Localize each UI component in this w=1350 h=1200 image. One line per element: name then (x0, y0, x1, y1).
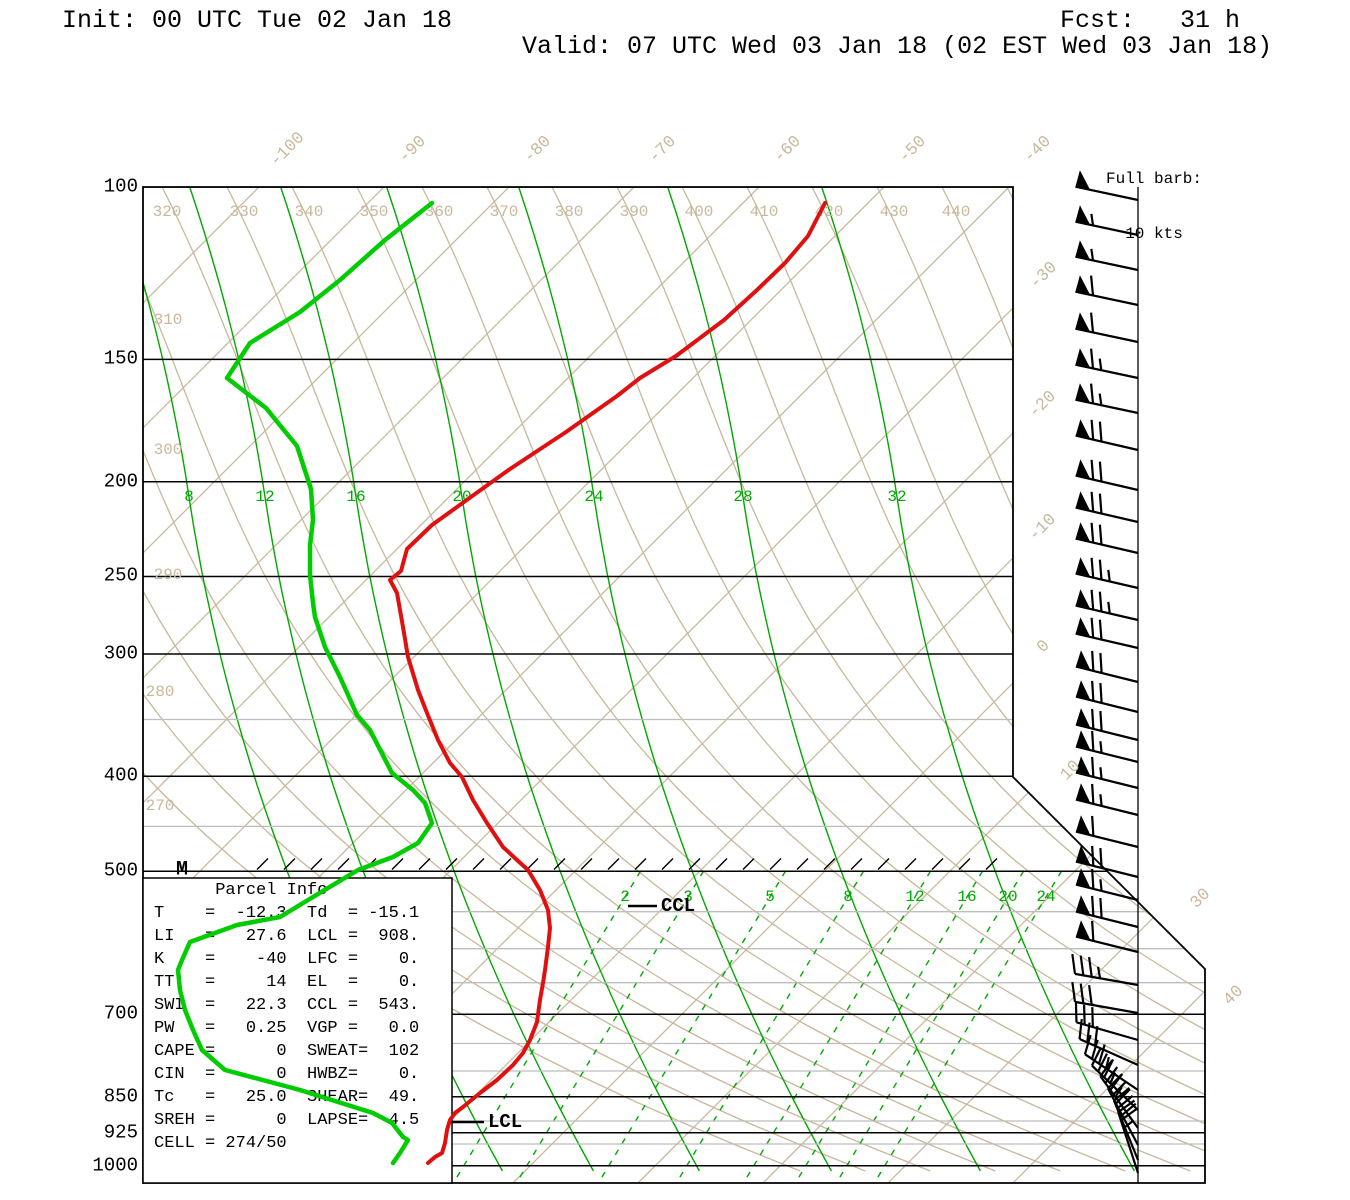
wind-barb (1075, 845, 1139, 879)
pressure-axis-label: 850 (103, 1085, 138, 1108)
lcl-marker-label: LCL (488, 1111, 523, 1133)
pressure-axis-label: 100 (103, 175, 138, 198)
wind-barb (1075, 491, 1139, 524)
wind-barb (1113, 1087, 1140, 1161)
wind-barb (1075, 895, 1139, 929)
m-level-marker: M (176, 858, 189, 882)
pressure-axis-label: 250 (103, 564, 138, 587)
dry-adiabat-label: 420 (814, 203, 844, 221)
ccl-marker-label: CCL (661, 895, 696, 917)
wind-barb (1075, 557, 1139, 590)
dry-adiabat-label: 280 (145, 683, 175, 701)
wind-barb (1075, 650, 1139, 684)
wind-barb (1075, 205, 1139, 237)
dry-adiabat-label: 440 (941, 203, 971, 221)
wind-barb (1071, 953, 1139, 987)
dry-adiabat-label: 380 (554, 203, 584, 221)
wind-barb (1075, 920, 1139, 954)
moist-adiabat-label: 20 (452, 488, 472, 506)
init-time-label: Init: 00 UTC Tue 02 Jan 18 (62, 6, 453, 35)
wind-barb (1075, 522, 1139, 555)
mixing-ratio-label: 8 (843, 888, 853, 906)
wind-barb (1075, 708, 1139, 742)
forecast-hour-label: Fcst: 31 h (1060, 6, 1241, 35)
wind-barb (1075, 275, 1139, 307)
pressure-axis-label: 400 (103, 764, 138, 787)
dry-adiabat-label: 320 (152, 203, 182, 221)
wind-barb (1075, 730, 1139, 764)
wind-barb (1075, 589, 1139, 622)
dry-adiabat-label: 310 (153, 311, 183, 329)
parcel-info-box: Parcel Info T = -12.3 Td = -15.1 LI = 27… (154, 881, 420, 1153)
wind-barb (1117, 1099, 1140, 1174)
dry-adiabat-label: 350 (359, 203, 389, 221)
moist-adiabat-label: 12 (255, 488, 275, 506)
dry-adiabat-label: 360 (424, 203, 454, 221)
wind-barb (1075, 348, 1139, 380)
moist-adiabat-label: 24 (584, 488, 604, 506)
valid-time-label: Valid: 07 UTC Wed 03 Jan 18 (02 EST Wed … (522, 32, 1273, 61)
dry-adiabat-label: 270 (145, 797, 175, 815)
moist-adiabat-label: 28 (733, 488, 753, 506)
wind-barbs (1071, 170, 1140, 1174)
dry-adiabat-label: 400 (684, 203, 714, 221)
wind-barb (1078, 1019, 1139, 1067)
wind-barb-legend: Full barb: 10 kts (1106, 133, 1202, 280)
pressure-axis-label: 150 (103, 347, 138, 370)
dry-adiabat-label: 300 (153, 441, 183, 459)
wind-barb-legend-line2: 10 kts (1125, 224, 1183, 243)
dry-adiabat-label: 330 (229, 203, 259, 221)
dry-adiabat-label: 430 (879, 203, 909, 221)
pressure-axis-label: 925 (103, 1121, 138, 1144)
moist-adiabat-label: 8 (184, 488, 194, 506)
mixing-ratio-label: 16 (957, 888, 977, 906)
pressure-axis-label: 200 (103, 470, 138, 493)
dry-adiabat-label: 410 (749, 203, 779, 221)
moist-adiabat-label: 32 (887, 488, 907, 506)
hatch-ticks-500 (256, 858, 998, 870)
wind-barb (1075, 383, 1139, 415)
pressure-axis-label: 1000 (92, 1154, 138, 1177)
dry-adiabat-label: 290 (153, 566, 183, 584)
wind-barb-legend-line1: Full barb: (1105, 169, 1203, 188)
dry-adiabat-label: 340 (294, 203, 324, 221)
dry-adiabat-label: 370 (489, 203, 519, 221)
wind-barb (1075, 756, 1139, 790)
wind-barb (1071, 981, 1139, 1015)
wind-barb (1075, 868, 1139, 902)
mixing-ratio-label: 20 (998, 888, 1018, 906)
mixing-ratio-label: 24 (1036, 888, 1056, 906)
wind-barb (1075, 617, 1139, 650)
pressure-axis-label: 300 (103, 642, 138, 665)
mixing-ratio-label: 12 (905, 888, 925, 906)
moist-adiabat-label: 16 (346, 488, 366, 506)
pressure-axis-label: 500 (103, 859, 138, 882)
dry-adiabat-label: 390 (619, 203, 649, 221)
wind-barb (1075, 815, 1139, 849)
wind-barb (1075, 680, 1139, 714)
wind-barb (1075, 312, 1139, 344)
wind-barb (1075, 783, 1139, 817)
wind-barb (1074, 1002, 1139, 1042)
mixing-ratio-label: 2 (620, 888, 630, 906)
wind-barb (1075, 419, 1139, 452)
wind-barb (1075, 459, 1139, 492)
mixing-ratio-label: 5 (765, 888, 775, 906)
pressure-axis-label: 700 (103, 1002, 138, 1025)
wind-barb (1106, 1073, 1139, 1146)
wind-barb (1075, 170, 1139, 202)
wind-barb (1075, 240, 1139, 272)
wind-barb (1099, 1059, 1139, 1129)
